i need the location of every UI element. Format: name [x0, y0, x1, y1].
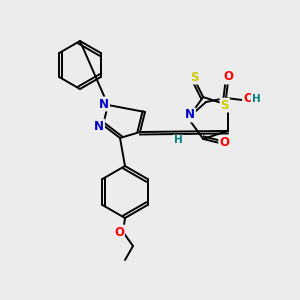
Text: H: H	[173, 136, 182, 146]
Text: O: O	[219, 136, 229, 149]
Text: S: S	[220, 99, 229, 112]
Text: S: S	[190, 70, 199, 84]
Text: N: N	[99, 98, 109, 110]
Text: O: O	[243, 92, 253, 106]
Text: N: N	[94, 119, 104, 133]
Text: O: O	[114, 226, 124, 238]
Text: O: O	[223, 70, 233, 83]
Text: H: H	[252, 94, 260, 104]
Text: N: N	[185, 109, 195, 122]
